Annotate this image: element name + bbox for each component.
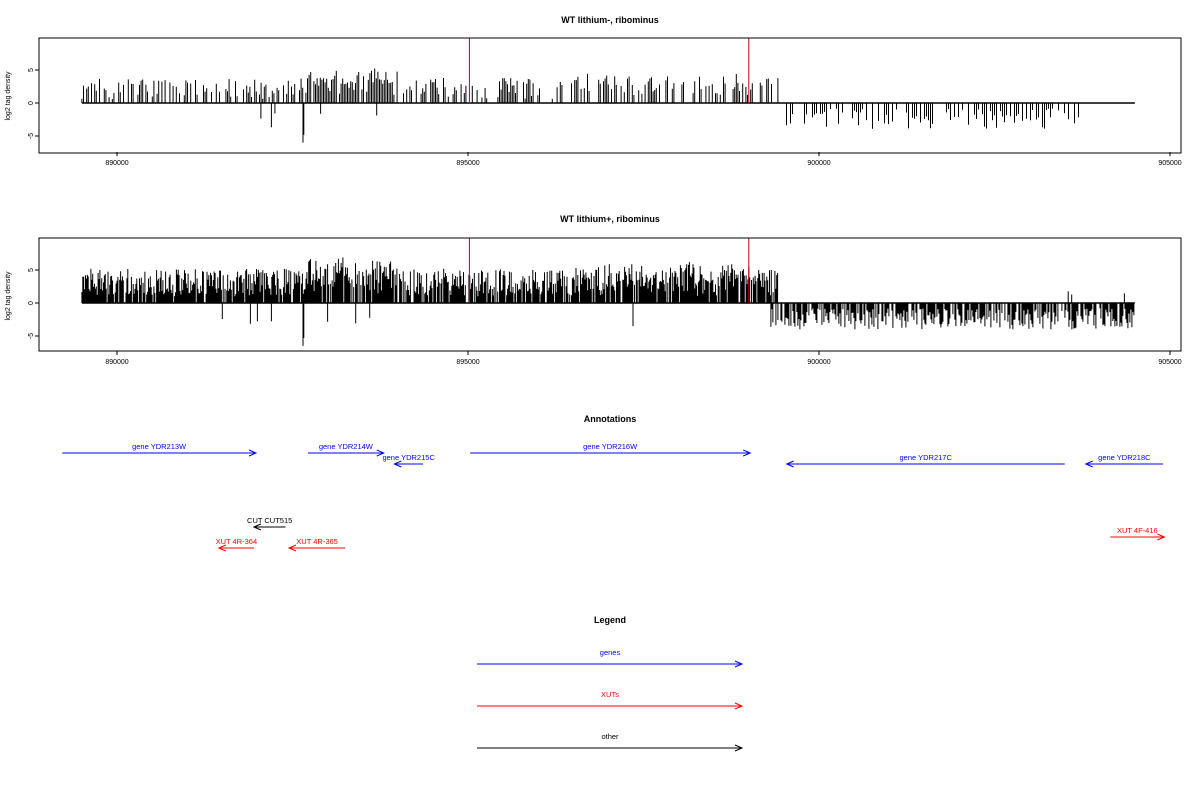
annotation-gene-ydr213w: gene YDR213W: [62, 442, 258, 457]
annotation-label: XUT 4R-365: [296, 537, 338, 546]
panel1-markers: [468, 38, 750, 103]
x-tick-label: 890000: [105, 160, 128, 167]
panel1-bars: [81, 68, 1135, 143]
panel2-y-axis: -5 0 5: [28, 268, 39, 339]
annotation-gene-ydr217c: gene YDR217C: [785, 453, 1065, 468]
legend-title: Legend: [594, 615, 626, 625]
annotation-features: gene YDR213W gene YDR214W gene YDR215C gene…: [62, 442, 1166, 552]
annotation-arrow-head: [1157, 533, 1166, 541]
density-bars: [81, 68, 1079, 143]
y-tick-label: 5: [28, 68, 35, 72]
legend-label: XUTs: [601, 690, 619, 699]
annotations-title: Annotations: [584, 414, 637, 424]
panel1-frame: [38, 37, 1182, 154]
legend-item-xut: XUTs: [477, 690, 744, 710]
legend-panel: Legend genes XUTs other: [477, 615, 744, 752]
x-tick-label: 900000: [807, 160, 830, 167]
annotation-xut-4f-416: XUT 4F-416: [1110, 526, 1166, 541]
legend-item-gene: genes: [477, 648, 744, 668]
legend-arrow-head: [734, 702, 744, 710]
panel2-markers: [468, 238, 750, 303]
annotation-label: gene YDR214W: [319, 442, 374, 451]
annotation-label: gene YDR216W: [583, 442, 638, 451]
legend-item-other: other: [477, 732, 744, 752]
annotation-label: CUT CUT515: [247, 516, 292, 525]
x-tick-label: 905000: [1158, 160, 1181, 167]
panel2-bars: [81, 257, 1135, 346]
annotation-arrow-head: [1084, 460, 1093, 468]
panel1-ylabel: log2 tag density: [5, 71, 12, 121]
annotations-panel: Annotations gene YDR213W gene YDR214Wgene…: [62, 414, 1166, 552]
y-tick-label: 5: [28, 268, 35, 272]
legend-items: genes XUTs other: [477, 648, 744, 752]
annotation-label: gene YDR215C: [382, 453, 435, 462]
annotation-label: gene YDR217C: [900, 453, 953, 462]
y-tick-label: 0: [28, 301, 35, 305]
panel-wt-lithium-minus: WT lithium-, ribominus log2 tag density …: [5, 15, 1182, 167]
x-tick-label: 890000: [105, 359, 128, 366]
annotation-arrow-head: [376, 449, 386, 457]
panel1-y-axis: -5 0 5: [28, 68, 39, 139]
x-tick-label: 895000: [456, 160, 479, 167]
annotation-cut-cut515: CUT CUT515: [247, 516, 292, 531]
panel2-frame: [38, 237, 1182, 352]
panel2-ylabel: log2 tag density: [5, 271, 12, 321]
annotation-label: gene YDR218C: [1098, 453, 1151, 462]
x-tick-label: 905000: [1158, 359, 1181, 366]
y-tick-label: 0: [28, 101, 35, 105]
legend-label: other: [601, 732, 619, 741]
panel1-x-axis: 890000 895000 900000 905000: [105, 152, 1182, 167]
annotation-arrow-head: [217, 544, 226, 552]
legend-arrow-head: [734, 660, 744, 668]
panel2-title: WT lithium+, ribominus: [560, 214, 660, 224]
x-tick-label: 895000: [456, 359, 479, 366]
annotation-arrow-head: [393, 460, 402, 468]
y-tick-label: -5: [28, 333, 35, 339]
annotation-arrow-head: [248, 449, 258, 457]
annotation-xut-4r-365: XUT 4R-365: [287, 537, 346, 552]
density-bars: [81, 257, 1135, 346]
annotation-label: XUT 4F-416: [1117, 526, 1158, 535]
annotation-gene-ydr216w: gene YDR216W: [470, 442, 752, 457]
annotation-arrow-head: [252, 523, 262, 531]
annotation-gene-ydr215c: gene YDR215C: [382, 453, 435, 468]
x-tick-label: 900000: [807, 359, 830, 366]
panel-wt-lithium-plus: WT lithium+, ribominus log2 tag density …: [5, 214, 1182, 366]
annotation-gene-ydr218c: gene YDR218C: [1084, 453, 1163, 468]
annotation-label: gene YDR213W: [132, 442, 187, 451]
annotation-arrow-head: [743, 449, 752, 457]
annotation-label: XUT 4R-364: [216, 537, 258, 546]
legend-arrow-head: [734, 744, 744, 752]
panel1-title: WT lithium-, ribominus: [561, 15, 659, 25]
y-tick-label: -5: [28, 133, 35, 139]
annotation-xut-4r-364: XUT 4R-364: [216, 537, 258, 552]
panel2-x-axis: 890000 895000 900000 905000: [105, 351, 1182, 366]
annotation-arrow-head: [785, 460, 794, 468]
annotation-gene-ydr214w: gene YDR214W: [307, 442, 386, 457]
annotation-arrow-head: [287, 544, 297, 552]
legend-label: genes: [600, 648, 621, 657]
